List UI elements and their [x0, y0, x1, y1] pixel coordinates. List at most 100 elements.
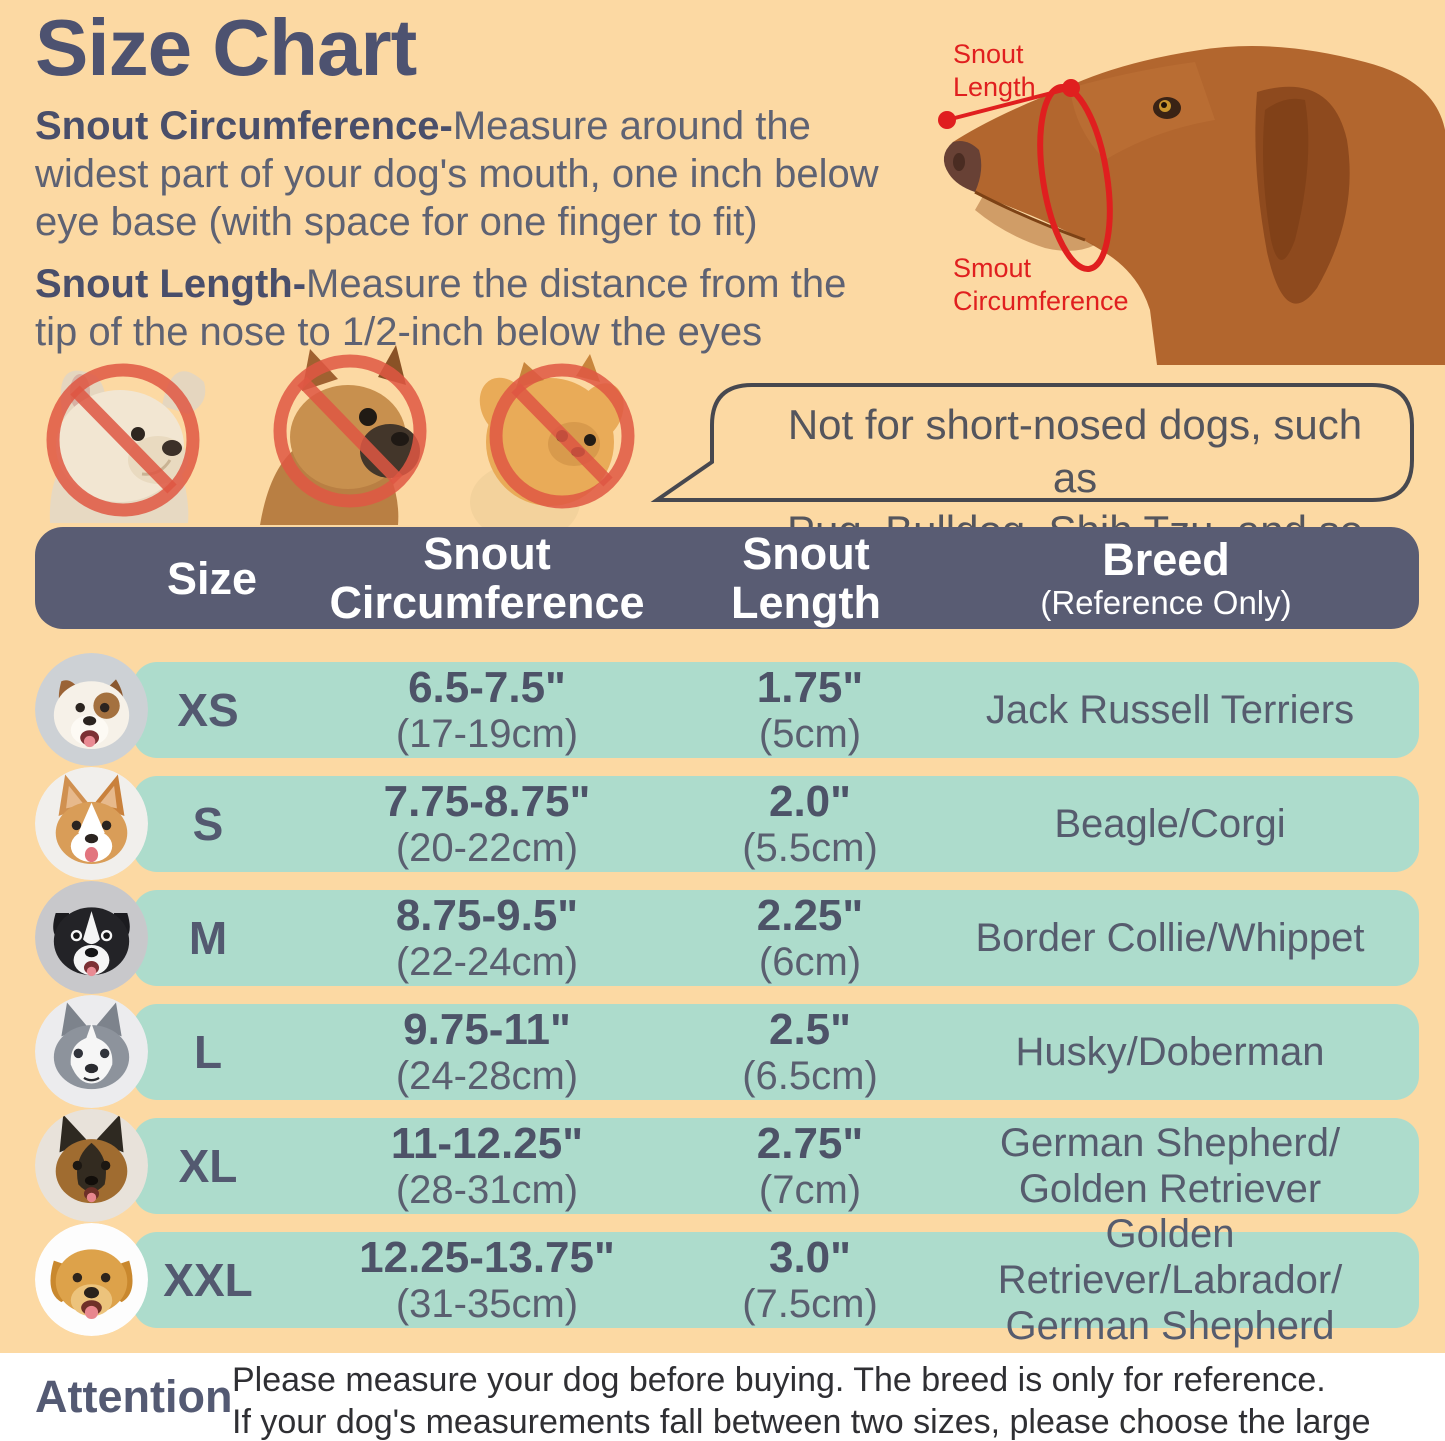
attention-line: Please measure your dog before buying. T… — [232, 1361, 1326, 1399]
value-cm: (5cm) — [758, 712, 862, 756]
dog-photo-corgi — [35, 767, 148, 880]
breed-cell: Husky/Doberman — [970, 1004, 1370, 1100]
value-inches: 7.75-8.75" — [383, 777, 591, 826]
breed-line: Golden Retriever/Labrador/ — [997, 1212, 1343, 1302]
value-inches: 3.0" — [768, 1233, 852, 1282]
measurement-overlay-icon — [938, 79, 1113, 273]
header-label: Snout — [423, 528, 551, 579]
value-cm: (20-22cm) — [395, 826, 579, 870]
header-label: Circumference — [329, 577, 645, 628]
desc-line: eye base (with space for one finger to f… — [35, 200, 758, 244]
circumference-cell: 7.75-8.75" (20-22cm) — [337, 776, 637, 872]
value-inches: 8.75-9.5" — [395, 891, 579, 940]
desc-line: Measure around the — [452, 104, 811, 148]
table-row: XS 6.5-7.5" (17-19cm) 1.75" (5cm) Jack R… — [133, 662, 1419, 758]
value-inches: 2.25" — [756, 891, 864, 940]
attention-label: Attention — [35, 1371, 233, 1422]
dog-photo-german-shepherd — [35, 1109, 148, 1222]
callout-line: Length — [953, 72, 1036, 102]
french-bulldog-icon — [46, 363, 206, 523]
breed-line: German Shepherd — [1005, 1304, 1335, 1348]
value-inches: 1.75" — [756, 663, 864, 712]
circumference-cell: 11-12.25" (28-31cm) — [337, 1118, 637, 1214]
column-header-breed: Breed (Reference Only) — [966, 527, 1366, 629]
snout-length-term: Snout Length- — [35, 262, 307, 306]
dog-photo-jack-russell-terrier — [35, 653, 148, 766]
column-header-snout-circumference: Snout Circumference — [329, 527, 644, 629]
header-label: Length — [731, 577, 881, 628]
length-cell: 2.0" (5.5cm) — [660, 776, 960, 872]
table-row: S 7.75-8.75" (20-22cm) 2.0" (5.5cm) Beag… — [133, 776, 1419, 872]
desc-line: tip of the nose to 1/2-inch below the ey… — [35, 310, 763, 354]
value-cm: (31-35cm) — [395, 1282, 579, 1326]
breed-cell: Border Collie/Whippet — [970, 890, 1370, 986]
column-header-size: Size — [112, 527, 312, 629]
desc-line: widest part of your dog's mouth, one inc… — [35, 152, 879, 196]
size-cell: L — [193, 1026, 223, 1078]
length-cell: 1.75" (5cm) — [660, 662, 960, 758]
breed-cell: Jack Russell Terriers — [970, 662, 1370, 758]
value-inches: 6.5-7.5" — [408, 663, 566, 712]
length-cell: 2.5" (6.5cm) — [660, 1004, 960, 1100]
prohibition-icon — [489, 363, 635, 509]
length-cell: 2.25" (6cm) — [660, 890, 960, 986]
breed-cell: German Shepherd/ Golden Retriever — [970, 1118, 1370, 1214]
page-title: Size Chart — [35, 3, 417, 92]
table-row: XXL 12.25-13.75" (31-35cm) 3.0" (7.5cm) … — [133, 1212, 1419, 1348]
snout-length-description: Snout Length-Measure the distance from t… — [35, 260, 945, 356]
breed-line: Border Collie/Whippet — [975, 916, 1365, 960]
speech-bubble — [650, 383, 1414, 502]
table-header: Size Snout Circumference Snout Length Br… — [35, 527, 1419, 629]
column-header-snout-length: Snout Length — [656, 527, 956, 629]
value-cm: (28-31cm) — [395, 1168, 579, 1212]
dog-photo-border-collie — [35, 881, 148, 994]
dog-photo-husky — [35, 995, 148, 1108]
value-inches: 2.0" — [768, 777, 852, 826]
size-cell: XXL — [163, 1254, 253, 1306]
banned-dog-bulldog — [240, 345, 450, 530]
banned-dog-french-bulldog — [20, 348, 230, 528]
prohibition-icon — [273, 354, 427, 508]
callout-line: Circumference — [953, 286, 1129, 316]
note-line: Not for short-nosed dogs, such as — [787, 401, 1363, 501]
breed-line: Beagle/Corgi — [1054, 802, 1286, 846]
attention-footer: Attention Please measure your dog before… — [0, 1353, 1445, 1441]
pomeranian-icon — [470, 354, 635, 542]
value-inches: 2.5" — [768, 1005, 852, 1054]
length-cell: 3.0" (7.5cm) — [660, 1232, 960, 1328]
attention-text: Please measure your dog before buying. T… — [232, 1359, 1445, 1441]
length-cell: 2.75" (7cm) — [660, 1118, 960, 1214]
value-cm: (24-28cm) — [395, 1054, 579, 1098]
value-cm: (22-24cm) — [395, 940, 579, 984]
value-inches: 2.75" — [756, 1119, 864, 1168]
banned-dog-pomeranian — [450, 352, 660, 542]
value-cm: (6.5cm) — [742, 1054, 878, 1098]
callout-line: Smout — [953, 253, 1032, 283]
snout-circumference-term: Snout Circumference- — [35, 104, 453, 148]
dog-photo-golden-retriever — [35, 1223, 148, 1336]
breed-cell: Golden Retriever/Labrador/ German Shephe… — [970, 1212, 1370, 1348]
breed-line: Golden Retriever — [1018, 1167, 1322, 1211]
table-row: M 8.75-9.5" (22-24cm) 2.25" (6cm) Border… — [133, 890, 1419, 986]
value-cm: (17-19cm) — [395, 712, 579, 756]
value-inches: 12.25-13.75" — [359, 1233, 615, 1282]
size-cell: XS — [177, 684, 239, 736]
size-cell: M — [188, 912, 228, 964]
snout-circumference-description: Snout Circumference-Measure around the w… — [35, 102, 945, 246]
value-cm: (7.5cm) — [742, 1282, 878, 1326]
bulldog-icon — [260, 345, 427, 525]
table-row: L 9.75-11" (24-28cm) 2.5" (6.5cm) Husky/… — [133, 1004, 1419, 1100]
circumference-cell: 8.75-9.5" (22-24cm) — [337, 890, 637, 986]
circumference-cell: 6.5-7.5" (17-19cm) — [337, 662, 637, 758]
breed-line: Jack Russell Terriers — [985, 688, 1355, 732]
value-inches: 11-12.25" — [390, 1119, 584, 1168]
value-cm: (7cm) — [758, 1168, 862, 1212]
vizsla-head-icon — [938, 46, 1445, 365]
snout-circumference-callout: Smout Circumference — [953, 252, 1129, 318]
breed-cell: Beagle/Corgi — [970, 776, 1370, 872]
header-label: Size — [166, 552, 258, 604]
desc-line: Measure the distance from the — [306, 262, 847, 306]
table-row: XL 11-12.25" (28-31cm) 2.75" (7cm) Germa… — [133, 1118, 1419, 1214]
intro-block: Size Chart Snout Circumference-Measure a… — [35, 2, 945, 370]
